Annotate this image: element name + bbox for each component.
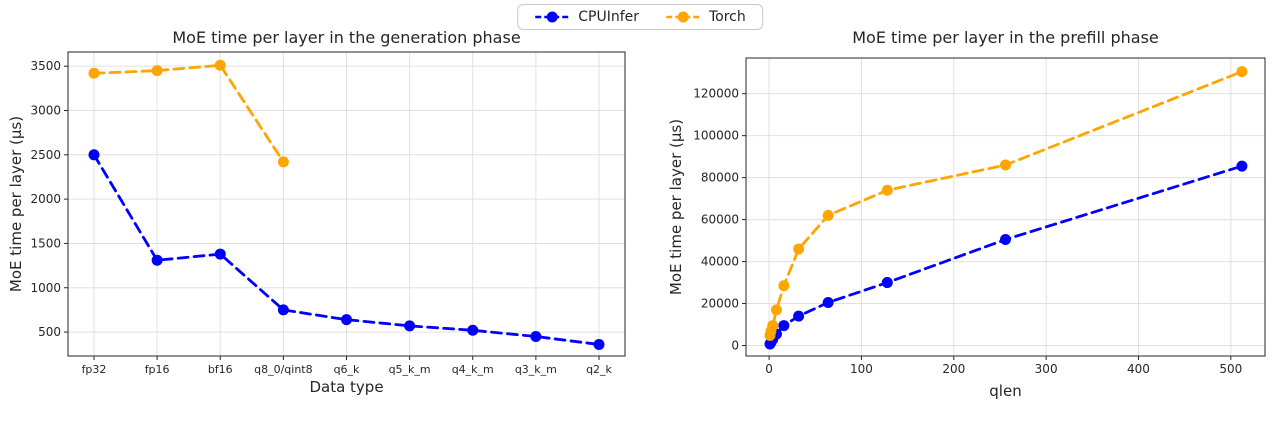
series-marker-Torch (1236, 66, 1248, 78)
series-marker-CPUInfer (277, 304, 289, 316)
series-marker-Torch (778, 280, 790, 292)
legend-label-torch: Torch (709, 9, 746, 25)
series-marker-CPUInfer (1236, 160, 1248, 172)
series-line-Torch (92, 63, 285, 164)
y-tick-label: 100000 (693, 129, 739, 143)
series-marker-CPUInfer (881, 277, 893, 289)
y-tick-label: 2000 (30, 192, 61, 206)
x-tick-label: 100 (850, 362, 873, 376)
x-tick-label: q8_0/qint8 (254, 363, 313, 376)
y-tick-label: 3000 (30, 103, 61, 117)
series-marker-CPUInfer (1000, 234, 1011, 246)
series-marker-Torch (881, 184, 893, 196)
prefill-x-axis-label: qlen (989, 382, 1022, 400)
series-marker-CPUInfer (151, 254, 163, 266)
x-tick-label: 200 (942, 362, 965, 376)
x-tick-label: 500 (1219, 362, 1242, 376)
x-tick-label: 0 (765, 362, 773, 376)
torch-line-marker-icon (665, 10, 701, 24)
plot-frame (67, 51, 626, 357)
x-tick-label: q2_k (586, 363, 612, 376)
x-tick-label: 400 (1127, 362, 1150, 376)
generation-chart-plot: 500 1000 1500 2000 2500 3000 3500 fp32 fp16 bf16 q… (30, 51, 626, 376)
x-tick-label: q6_k (334, 363, 360, 376)
cpuinfer-line-marker-icon (534, 10, 570, 24)
x-tick-label: fp16 (145, 363, 170, 376)
x-tick-label: q5_k_m (389, 363, 431, 376)
x-tick-label: 300 (1035, 362, 1058, 376)
series-marker-CPUInfer (341, 314, 352, 326)
series-marker-Torch (1000, 159, 1011, 171)
x-tick-label: q3_k_m (515, 363, 557, 376)
series-line-CPUInfer (768, 164, 1244, 346)
y-tick-label: 60000 (701, 213, 739, 227)
legend-label-cpuinfer: CPUInfer (578, 9, 639, 25)
series-marker-CPUInfer (593, 338, 605, 350)
generation-phase-chart: MoE time per layer in the generation pha… (0, 26, 660, 422)
plot-frame (745, 57, 1266, 357)
series-marker-Torch (277, 156, 289, 168)
series-marker-CPUInfer (793, 310, 805, 322)
y-tick-label: 0 (731, 339, 739, 353)
y-tick-label: 1000 (30, 281, 61, 295)
y-tick-label: 500 (38, 325, 61, 339)
series-marker-Torch (214, 59, 226, 71)
series-marker-Torch (793, 243, 805, 255)
x-tick-label: q4_k_m (452, 363, 494, 376)
prefill-chart-title: MoE time per layer in the prefill phase (852, 28, 1159, 47)
prefill-chart-plot: 0 20000 40000 60000 80000 100000 120000 0 100 200… (693, 57, 1266, 376)
x-tick-label: bf16 (208, 363, 233, 376)
series-marker-Torch (88, 67, 100, 79)
series-marker-CPUInfer (778, 320, 790, 332)
prefill-phase-chart: MoE time per layer in the prefill phase … (660, 26, 1280, 422)
generation-x-axis-label: Data type (309, 378, 384, 396)
series-line-CPUInfer (92, 153, 601, 346)
y-tick-label: 3500 (30, 59, 61, 73)
generation-chart-title: MoE time per layer in the generation pha… (172, 28, 521, 47)
series-marker-CPUInfer (467, 324, 479, 336)
y-tick-label: 20000 (701, 297, 739, 311)
series-marker-Torch (770, 304, 782, 316)
series-marker-Torch (822, 209, 834, 221)
legend-item-torch: Torch (665, 9, 746, 25)
y-tick-label: 1500 (30, 236, 61, 250)
series-marker-CPUInfer (214, 248, 226, 260)
series-marker-CPUInfer (822, 296, 834, 308)
legend-item-cpuinfer: CPUInfer (534, 9, 639, 25)
series-marker-CPUInfer (88, 149, 100, 161)
series-marker-CPUInfer (404, 320, 416, 332)
y-tick-label: 80000 (701, 171, 739, 185)
series-marker-CPUInfer (530, 331, 542, 343)
legend: CPUInfer Torch (517, 4, 763, 30)
x-tick-label: fp32 (82, 363, 107, 376)
y-tick-label: 2500 (30, 148, 61, 162)
series-marker-Torch (767, 320, 779, 332)
series-line-Torch (768, 70, 1244, 337)
y-tick-label: 120000 (693, 87, 739, 101)
series-marker-Torch (151, 65, 163, 77)
y-tick-label: 40000 (701, 255, 739, 269)
